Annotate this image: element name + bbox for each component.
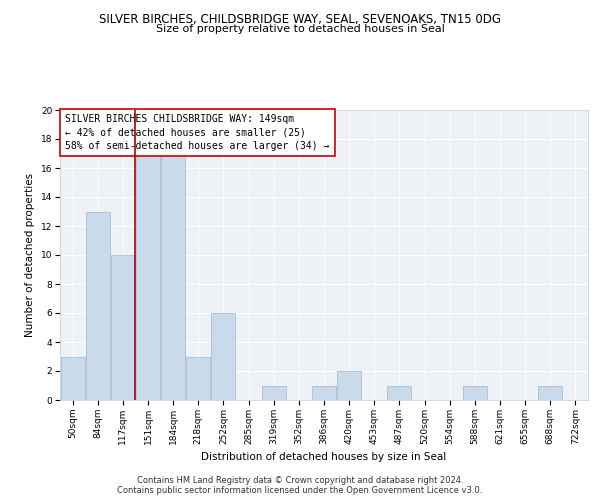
Bar	[111, 255, 135, 400]
Bar	[211, 313, 235, 400]
Text: Size of property relative to detached houses in Seal: Size of property relative to detached ho…	[155, 24, 445, 34]
Bar	[463, 386, 487, 400]
Bar	[161, 154, 185, 400]
Bar	[187, 356, 210, 400]
Text: Contains HM Land Registry data © Crown copyright and database right 2024.
Contai: Contains HM Land Registry data © Crown c…	[118, 476, 482, 495]
Y-axis label: Number of detached properties: Number of detached properties	[25, 173, 35, 337]
Bar	[337, 371, 361, 400]
Bar	[312, 386, 336, 400]
Bar	[262, 386, 286, 400]
Bar	[61, 356, 85, 400]
X-axis label: Distribution of detached houses by size in Seal: Distribution of detached houses by size …	[202, 452, 446, 462]
Bar	[388, 386, 412, 400]
Bar	[86, 212, 110, 400]
Text: SILVER BIRCHES, CHILDSBRIDGE WAY, SEAL, SEVENOAKS, TN15 0DG: SILVER BIRCHES, CHILDSBRIDGE WAY, SEAL, …	[99, 12, 501, 26]
Bar	[136, 154, 160, 400]
Text: SILVER BIRCHES CHILDSBRIDGE WAY: 149sqm
← 42% of detached houses are smaller (25: SILVER BIRCHES CHILDSBRIDGE WAY: 149sqm …	[65, 114, 329, 151]
Bar	[538, 386, 562, 400]
